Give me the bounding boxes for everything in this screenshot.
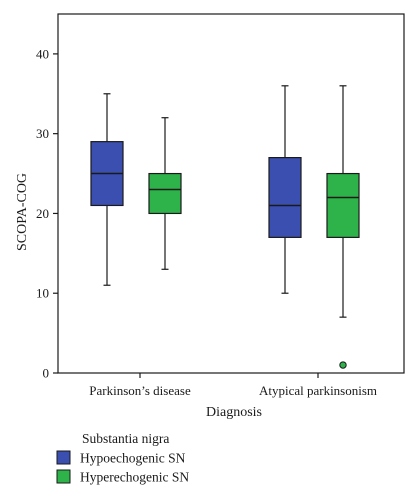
y-tick-label: 40 xyxy=(36,46,49,61)
y-tick-label: 10 xyxy=(36,286,49,301)
box-hypoechogenic xyxy=(268,85,302,294)
box-hypoechogenic xyxy=(90,93,124,286)
interquartile-box xyxy=(326,172,360,238)
legend: Substantia nigra Hypoechogenic SN Hyperec… xyxy=(56,431,189,485)
x-tick-label: Atypical parkinsonism xyxy=(259,383,377,398)
legend-swatch xyxy=(56,450,71,465)
outlier-point xyxy=(339,361,347,369)
legend-swatch xyxy=(56,469,71,484)
y-tick-label: 30 xyxy=(36,126,49,141)
y-tick-label: 20 xyxy=(36,206,49,221)
box-hyperechogenic xyxy=(326,85,360,369)
x-axis-label: Diagnosis xyxy=(206,405,262,420)
legend-title: Substantia nigra xyxy=(82,431,169,446)
y-axis-ticks: 0 10 20 30 40 xyxy=(36,46,58,381)
x-tick-label: Parkinson’s disease xyxy=(89,383,191,398)
y-axis-label: SCOPA-COG xyxy=(15,173,30,251)
x-axis-ticks: Parkinson’s disease Atypical parkinsonism xyxy=(89,373,377,398)
box-plot-boxes xyxy=(90,85,360,369)
interquartile-box xyxy=(148,172,182,215)
legend-item-label: Hypoechogenic SN xyxy=(80,451,186,466)
y-tick-label: 0 xyxy=(43,366,50,381)
box-hyperechogenic xyxy=(148,117,182,270)
legend-item-label: Hyperechogenic SN xyxy=(80,470,189,485)
plot-area-frame xyxy=(57,13,405,374)
interquartile-box xyxy=(268,157,302,238)
